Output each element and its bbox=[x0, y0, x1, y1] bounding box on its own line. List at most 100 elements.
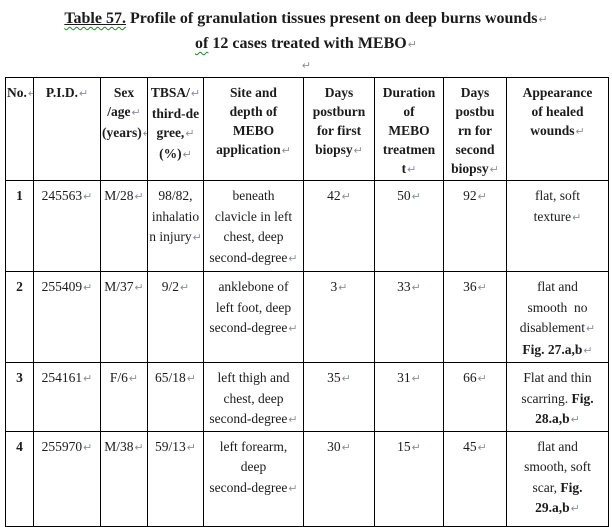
cell-r3-c3: 65/18↵ bbox=[147, 362, 204, 432]
pilcrow-mark: ↵ bbox=[538, 14, 548, 26]
header-cell-2: Sex/age↵(years)↵ bbox=[100, 77, 148, 181]
header-cell-4: Site and depth of MEBO application↵ bbox=[203, 77, 304, 181]
table-row: 1 245563↵ M/28↵ 98/82, inhalatio n injury↵ ben… bbox=[5, 180, 609, 272]
pilcrow-mark: ↵ bbox=[288, 482, 298, 495]
cell-r1-c4: beneath clavicle in left chest, deep second… bbox=[203, 180, 304, 272]
pilcrow-mark: ↵ bbox=[83, 373, 93, 385]
granulation-table: No.↵P.I.D.↵Sex/age↵(years)↵TBSA/↵third-d… bbox=[5, 77, 609, 527]
pilcrow-mark: ↵ bbox=[572, 211, 582, 224]
cell-r3-c0: 3 bbox=[5, 362, 34, 432]
header-cell-0: No.↵ bbox=[5, 77, 34, 181]
cell-r1-c8: flat, soft texture↵ bbox=[506, 180, 609, 272]
table-row: 3 254161↵ F/6↵ 65/18↵ left thigh and chest, d… bbox=[5, 362, 609, 432]
cell-r1-c6: 50↵ bbox=[374, 180, 444, 272]
pilcrow-mark: ↵ bbox=[185, 128, 195, 140]
header-cell-8: Appearance of healed wounds↵ bbox=[506, 77, 609, 181]
cell-r3-c2: F/6↵ bbox=[100, 362, 148, 432]
cell-r4-c2: M/38↵ bbox=[100, 430, 148, 527]
cell-r1-c0: 1 bbox=[5, 180, 34, 272]
pilcrow-mark: ↵ bbox=[489, 164, 499, 176]
table-title: Table 57. Profile of granulation tissues… bbox=[0, 7, 612, 57]
pilcrow-mark: ↵ bbox=[180, 282, 190, 294]
pilcrow-mark: ↵ bbox=[583, 344, 593, 357]
pilcrow-mark: ↵ bbox=[407, 39, 417, 51]
pilcrow-mark: ↵ bbox=[477, 191, 487, 203]
pilcrow-mark: ↵ bbox=[142, 128, 147, 140]
pilcrow-mark: ↵ bbox=[477, 282, 487, 294]
cell-r1-c7: 92↵ bbox=[443, 180, 507, 272]
pilcrow-mark: ↵ bbox=[134, 282, 144, 294]
pilcrow-mark: ↵ bbox=[288, 252, 298, 265]
pilcrow-mark: ↵ bbox=[288, 414, 298, 426]
pilcrow-mark: ↵ bbox=[341, 373, 351, 385]
cell-r2-c2: M/37↵ bbox=[100, 271, 148, 363]
pilcrow-mark: ↵ bbox=[411, 441, 421, 454]
cell-r1-c5: 42↵ bbox=[303, 180, 375, 272]
title-line2-text: 12 cases treated with MEBO bbox=[208, 35, 407, 52]
pilcrow-mark: ↵ bbox=[288, 323, 298, 335]
cell-r2-c6: 33↵ bbox=[374, 271, 444, 363]
pilcrow-mark: ↵ bbox=[131, 107, 141, 119]
cell-r1-c2: M/28↵ bbox=[100, 180, 148, 272]
cell-r2-c5: 3↵ bbox=[303, 271, 375, 363]
title-line-2: of 12 cases treated with MEBO↵ bbox=[195, 35, 417, 52]
cell-r4-c5: 30↵ bbox=[303, 430, 375, 527]
header-cell-5: Days postburn for first biopsy↵ bbox=[303, 77, 375, 181]
pilcrow-mark: ↵ bbox=[192, 232, 202, 244]
cell-r1-c3: 98/82, inhalatio n injury↵ bbox=[147, 180, 204, 272]
pilcrow-mark: ↵ bbox=[411, 373, 421, 385]
pilcrow-mark: ↵ bbox=[186, 441, 196, 454]
pilcrow-mark: ↵ bbox=[570, 503, 580, 515]
cell-r4-c4: left forearm, deep second-degree↵ bbox=[203, 430, 304, 527]
cell-r3-c5: 35↵ bbox=[303, 362, 375, 432]
title-table-number: Table 57. bbox=[64, 10, 126, 27]
cell-r2-c7: 36↵ bbox=[443, 271, 507, 363]
pilcrow-mark: ↵ bbox=[411, 191, 421, 203]
header-cell-1: P.I.D.↵ bbox=[33, 77, 101, 181]
header-row: No.↵P.I.D.↵Sex/age↵(years)↵TBSA/↵third-d… bbox=[5, 77, 609, 181]
pilcrow-mark: ↵ bbox=[338, 282, 348, 294]
pilcrow-mark: ↵ bbox=[83, 282, 93, 294]
cell-r1-c1: 245563↵ bbox=[33, 180, 101, 272]
cell-r3-c8: Flat and thin scarring. Fig. 28.a,b↵ bbox=[506, 362, 609, 432]
cell-r4-c8: flat and smooth, soft scar, Fig. 29.a,b↵ bbox=[506, 430, 609, 527]
pilcrow-mark: ↵ bbox=[128, 373, 139, 385]
header-cell-6: Duration of MEBO treatmen t↵ bbox=[374, 77, 444, 181]
pilcrow-mark: ↵ bbox=[341, 191, 351, 203]
cell-r4-c6: 15↵ bbox=[374, 430, 444, 527]
pilcrow-mark: ↵ bbox=[353, 145, 363, 157]
cell-r3-c6: 31↵ bbox=[374, 362, 444, 432]
pilcrow-mark: ↵ bbox=[477, 441, 487, 454]
pilcrow-mark: ↵ bbox=[301, 60, 312, 72]
title-line1-text: Profile of granulation tissues present o… bbox=[125, 10, 538, 27]
pilcrow-mark: ↵ bbox=[477, 373, 487, 385]
cell-r3-c7: 66↵ bbox=[443, 362, 507, 432]
pilcrow-mark: ↵ bbox=[341, 441, 351, 454]
pilcrow-mark: ↵ bbox=[586, 323, 596, 335]
cell-r4-c3: 59/13↵ bbox=[147, 430, 204, 527]
empty-paragraph: ↵ bbox=[0, 58, 612, 73]
cell-r2-c8: flat and smooth no disablement↵ Fig. 27.a,b… bbox=[506, 271, 609, 363]
pilcrow-mark: ↵ bbox=[570, 414, 580, 426]
document-page: Table 57. Profile of granulation tissues… bbox=[0, 7, 612, 527]
pilcrow-mark: ↵ bbox=[281, 145, 291, 157]
cell-r3-c1: 254161↵ bbox=[33, 362, 101, 432]
pilcrow-mark: ↵ bbox=[575, 126, 585, 138]
pilcrow-mark: ↵ bbox=[83, 441, 93, 454]
cell-r2-c3: 9/2↵ bbox=[147, 271, 204, 363]
cell-r4-c7: 45↵ bbox=[443, 430, 507, 527]
cell-r2-c0: 2 bbox=[5, 271, 34, 363]
cell-r2-c4: anklebone of left foot, deep second-degree… bbox=[203, 271, 304, 363]
pilcrow-mark: ↵ bbox=[411, 282, 421, 294]
title-of-word: of bbox=[195, 35, 209, 52]
pilcrow-mark: ↵ bbox=[83, 191, 93, 203]
header-cell-7: Days postbu rn for second biopsy↵ bbox=[443, 77, 507, 181]
cell-r4-c1: 255970↵ bbox=[33, 430, 101, 527]
pilcrow-mark: ↵ bbox=[78, 88, 89, 100]
pilcrow-mark: ↵ bbox=[186, 373, 196, 385]
table-row: 2 255409↵ M/37↵ 9/2↵ anklebone of left foot, … bbox=[5, 271, 609, 363]
header-cell-3: TBSA/↵ third-de gree,↵ (%)↵ bbox=[147, 77, 204, 181]
cell-r3-c4: left thigh and chest, deep second-degree↵ bbox=[203, 362, 304, 432]
cell-r2-c1: 255409↵ bbox=[33, 271, 101, 363]
pilcrow-mark: ↵ bbox=[134, 441, 144, 454]
